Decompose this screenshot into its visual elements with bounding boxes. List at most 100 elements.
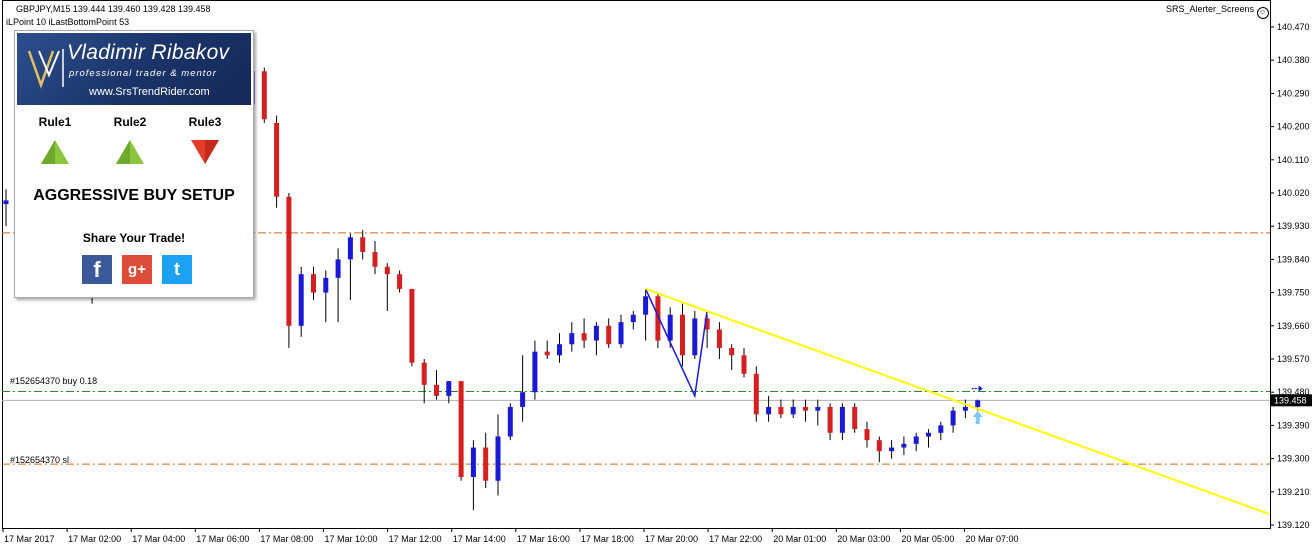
bull-candle — [667, 314, 673, 341]
bear-candle — [680, 314, 685, 356]
bear-candle — [458, 381, 464, 478]
bull-candle — [593, 325, 599, 341]
plot-frame — [2, 0, 1271, 529]
bull-candle — [643, 296, 649, 315]
time-tick-label: 17 Mar 10:00 — [325, 534, 378, 544]
time-tick-label: 17 Mar 2017 — [4, 534, 55, 544]
green-up-arrow-icon — [41, 140, 69, 164]
bear-candle — [434, 384, 439, 396]
bull-candle — [618, 322, 624, 345]
time-tick-label: 17 Mar 20:00 — [645, 534, 698, 544]
bear-candle — [655, 296, 661, 341]
bear-candle — [421, 362, 427, 385]
current-price-box — [1271, 394, 1312, 407]
bull-candle — [495, 436, 501, 481]
time-tick-label: 17 Mar 02:00 — [68, 534, 121, 544]
bull-candle — [926, 432, 931, 437]
bear-candle — [372, 252, 378, 267]
bull-candle — [889, 447, 895, 452]
time-tick-label: 17 Mar 04:00 — [132, 534, 185, 544]
order-entry-arrow-icon — [978, 385, 983, 392]
bull-candle — [298, 274, 304, 326]
bull-candle — [557, 344, 562, 356]
price-tick-label: 140.020 — [1277, 188, 1310, 198]
trendline — [645, 287, 1270, 515]
rule2-label: Rule2 — [113, 115, 147, 129]
buy-signal-arrow-icon — [972, 411, 983, 425]
time-tick-label: 17 Mar 06:00 — [196, 534, 249, 544]
bear-candle — [274, 122, 280, 197]
price-tick-label: 139.480 — [1277, 387, 1310, 397]
time-tick-label: 20 Mar 01:00 — [773, 534, 826, 544]
expert-name-label: SRS_Alerter_Screens — [1166, 4, 1255, 14]
setup-text: AGGRESSIVE BUY SETUP — [33, 187, 235, 204]
bear-candle — [704, 318, 710, 330]
bear-candle — [360, 237, 366, 253]
brand-tagline: professional trader & mentor — [69, 68, 217, 79]
bull-candle — [790, 406, 796, 415]
bear-candle — [261, 71, 267, 120]
bear-candle — [864, 429, 870, 441]
price-tick-label: 139.930 — [1277, 221, 1310, 231]
bull-candle — [962, 406, 968, 411]
bull-candle — [335, 259, 341, 278]
bull-candle — [938, 425, 944, 433]
brand-banner[interactable]: Vladimir Ribakov professional trader & m… — [17, 33, 251, 105]
brand-name: Vladimir Ribakov — [67, 41, 230, 64]
price-tick-label: 139.300 — [1277, 454, 1310, 464]
price-tick-label: 139.570 — [1277, 354, 1310, 364]
expert-name: SRS_Alerter_Screens ☺ — [1166, 4, 1269, 19]
twitter-icon[interactable]: t — [162, 255, 192, 284]
bear-candle — [741, 355, 747, 374]
bull-candle — [766, 406, 772, 415]
price-tick-label: 139.750 — [1277, 288, 1310, 298]
srs-alerter-panel: Vladimir Ribakov professional trader & m… — [14, 30, 254, 298]
price-tick-label: 140.470 — [1277, 22, 1310, 32]
bull-candle — [569, 333, 575, 345]
current-price-label: 139.458 — [1274, 395, 1307, 405]
bull-candle — [839, 406, 845, 433]
bull-candle — [630, 314, 636, 323]
zigzag-line — [644, 288, 708, 399]
brand-url[interactable]: www.SrsTrendRider.com — [89, 86, 210, 98]
bear-candle — [397, 274, 403, 289]
time-tick-label: 17 Mar 14:00 — [453, 534, 506, 544]
price-tick-label: 140.380 — [1277, 55, 1310, 65]
bull-candle — [3, 200, 9, 205]
bull-candle — [950, 410, 956, 426]
brand-logo-icon — [27, 49, 64, 89]
bear-candle — [311, 274, 316, 293]
rule3-label: Rule3 — [188, 115, 222, 129]
bull-candle — [532, 351, 538, 393]
google-plus-icon[interactable]: g+ — [122, 255, 152, 284]
bull-candle — [446, 381, 452, 396]
time-tick-label: 17 Mar 08:00 — [260, 534, 313, 544]
bear-candle — [729, 347, 735, 356]
facebook-icon[interactable]: f — [82, 255, 112, 284]
green-up-arrow-icon — [116, 140, 144, 164]
stop-loss-label: #152654370 sl — [10, 455, 70, 465]
price-tick-label: 139.390 — [1277, 420, 1310, 430]
time-tick-label: 20 Mar 05:00 — [901, 534, 954, 544]
bear-candle — [286, 196, 292, 326]
bear-candle — [409, 288, 415, 363]
bear-candle — [384, 266, 390, 275]
bear-candle — [852, 406, 858, 430]
bear-candle — [827, 406, 833, 433]
bull-candle — [692, 318, 698, 356]
symbol-info: GBPJPY,M15 139.444 139.460 139.428 139.4… — [16, 4, 211, 14]
bear-candle — [581, 333, 587, 341]
time-tick-label: 17 Mar 12:00 — [389, 534, 442, 544]
red-down-arrow-icon — [191, 140, 219, 164]
bear-candle — [753, 373, 759, 415]
price-tick-label: 139.210 — [1277, 487, 1310, 497]
bull-candle — [901, 443, 907, 448]
share-text: Share Your Trade! — [82, 231, 186, 245]
time-tick-label: 17 Mar 16:00 — [517, 534, 570, 544]
time-tick-label: 20 Mar 03:00 — [837, 534, 890, 544]
bear-candle — [483, 447, 489, 481]
price-tick-label: 139.840 — [1277, 254, 1310, 264]
bear-candle — [778, 406, 784, 415]
bull-candle — [520, 392, 526, 407]
bear-candle — [876, 440, 882, 452]
